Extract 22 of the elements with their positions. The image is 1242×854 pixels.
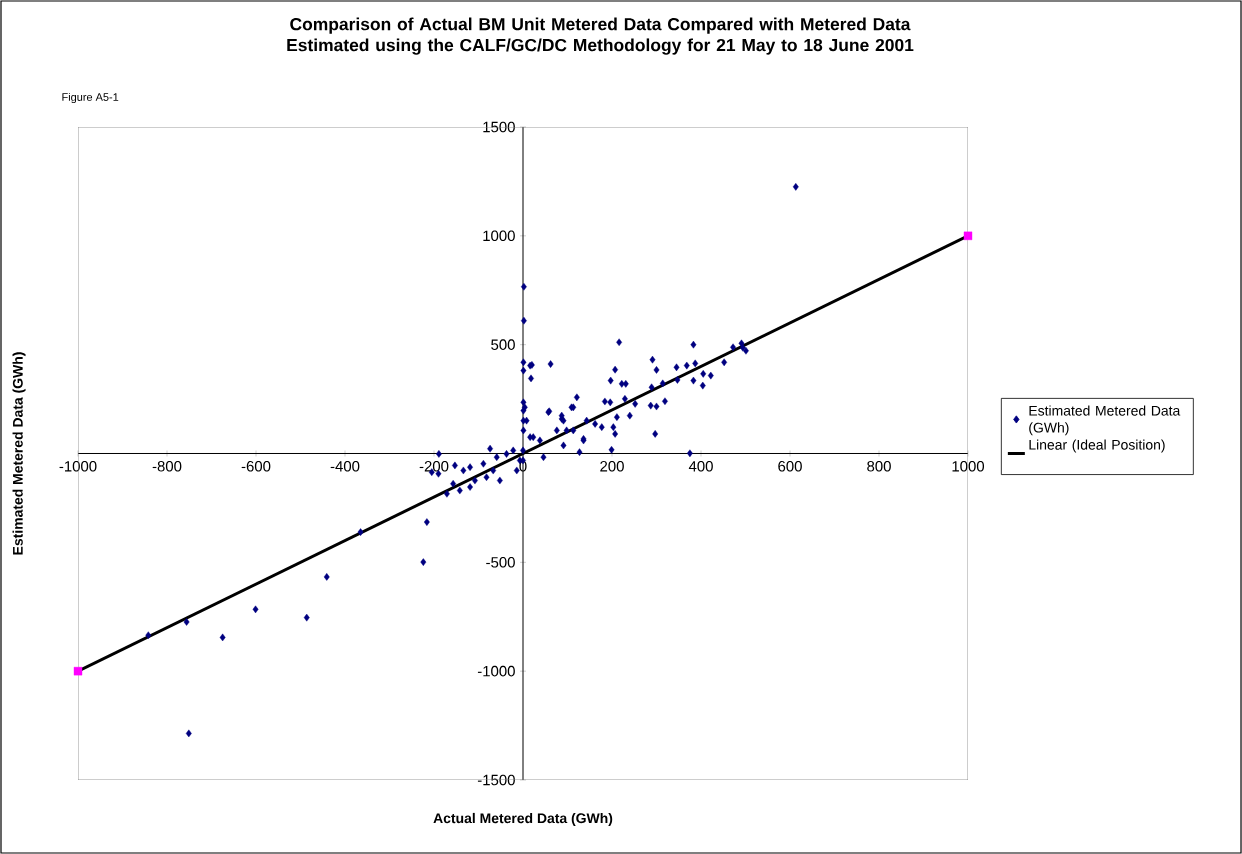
y-tick-label: -1000 (477, 665, 515, 677)
x-tick-label: 200 (600, 461, 624, 472)
x-tick-label: -200 (419, 461, 449, 472)
x-tick-label: -400 (330, 461, 360, 472)
legend-label: Estimated Metered Data (GWh) (1029, 405, 1181, 436)
y-tick-label: -500 (486, 557, 515, 568)
y-tick-label: 500 (491, 339, 515, 350)
x-tick-label: -600 (241, 461, 271, 472)
x-tick-label: 600 (778, 461, 802, 472)
y-tick-label: 1000 (483, 230, 515, 242)
x-tick-label: 1000 (952, 461, 985, 472)
caption: Figure A5-1 (62, 92, 119, 104)
y-tick-label: 1500 (483, 121, 515, 133)
x-axis-title: Actual Metered Data (GWh) (433, 812, 613, 826)
legend-label: Linear (Ideal Position) (1029, 439, 1165, 453)
chart-title: Comparison of Actual BM Unit Metered Data Compared with Metered Data Estimated using the CALF/GC/DC Methodology for 21 May to 18 June 2001 (287, 17, 914, 55)
x-tick-label: -800 (152, 461, 182, 472)
x-tick-label: 400 (688, 461, 713, 472)
y-tick-label: -1500 (477, 774, 515, 786)
x-tick-label: -1000 (59, 461, 97, 472)
y-axis-title: Estimated Metered Data (GWh) (12, 352, 26, 555)
x-tick-label: 800 (867, 461, 891, 472)
